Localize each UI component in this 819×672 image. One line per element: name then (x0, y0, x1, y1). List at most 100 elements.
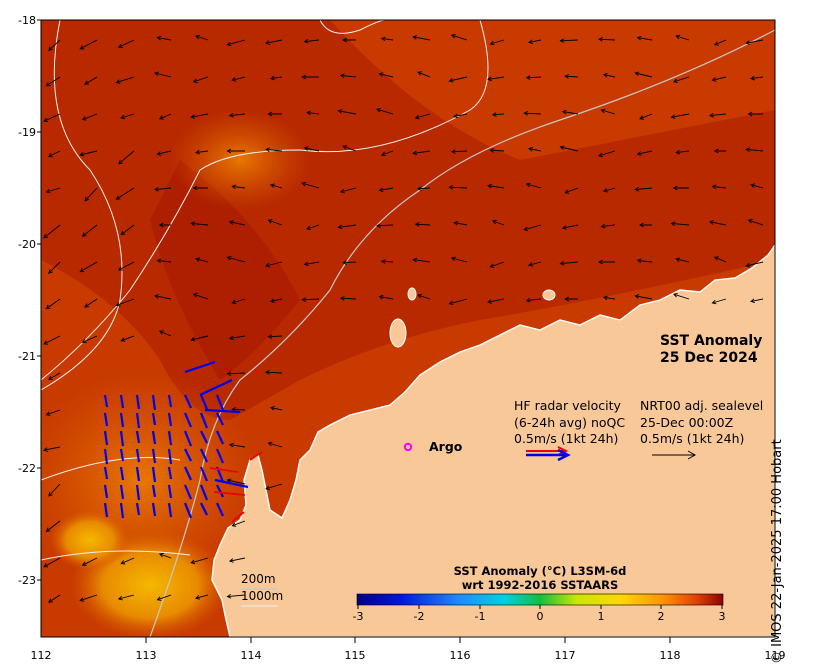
current-vector (750, 75, 764, 81)
current-vector (491, 219, 505, 226)
current-vector (711, 184, 727, 190)
colorbar-tick: 0 (537, 610, 544, 623)
current-vector (190, 335, 209, 342)
current-vector (192, 76, 209, 83)
current-vector (342, 145, 357, 152)
current-vector (117, 39, 135, 48)
current-vector (602, 73, 616, 78)
current-vector (747, 219, 764, 226)
hf-vector (151, 484, 157, 498)
hf-vector (119, 448, 125, 462)
hf-vector (119, 502, 125, 519)
current-vector (672, 292, 690, 300)
current-vector (561, 109, 579, 115)
nrt-legend-line1: NRT00 adj. sealevel (640, 398, 763, 413)
hf-vector (216, 430, 224, 445)
current-vector (231, 298, 246, 305)
current-vector (48, 261, 61, 274)
current-vector (528, 39, 542, 45)
current-vector (226, 255, 246, 263)
current-vector (195, 257, 209, 263)
current-vector (303, 261, 320, 267)
current-vector (672, 185, 689, 191)
current-vector (306, 110, 320, 116)
land-australia (211, 243, 775, 637)
current-vector (600, 108, 616, 115)
current-vector (376, 223, 394, 228)
current-vector (81, 335, 98, 344)
current-vector (561, 224, 579, 230)
current-vector (192, 293, 209, 300)
current-vector (634, 294, 653, 300)
current-vector (81, 113, 98, 121)
colorbar-tick: 1 (598, 610, 605, 623)
current-vector (598, 259, 615, 265)
map-title: SST Anomaly (660, 333, 762, 349)
credit-text: © IMOS 22-Jan-2025 17:00 Hobart (770, 439, 785, 664)
hf-vector (119, 412, 125, 428)
current-vector (228, 557, 246, 563)
lon-tick: 116 (450, 649, 471, 662)
current-vector (602, 295, 616, 301)
hf-legend-line2: (6-24h avg) noQC (514, 415, 625, 430)
current-vector (228, 220, 246, 226)
current-vector (450, 149, 468, 154)
current-vector (525, 75, 542, 80)
current-vector (79, 261, 98, 273)
current-vector (709, 112, 727, 118)
hf-vector (167, 484, 173, 499)
current-vector (453, 113, 468, 119)
current-vector (228, 335, 246, 341)
current-vector (195, 594, 209, 600)
current-vector (45, 409, 61, 416)
current-vector (491, 112, 505, 117)
current-vector (487, 76, 505, 82)
current-vector (636, 258, 653, 264)
hf-vector (199, 412, 209, 429)
hf-legend-line1: HF radar velocity (514, 398, 622, 413)
hf-vector (214, 478, 249, 489)
current-vector (414, 113, 431, 120)
hf-vector (167, 430, 173, 446)
latitude-axis: -18 -19 -20 -21 -22 -23 (18, 14, 41, 587)
hf-vector (151, 448, 157, 464)
hf-vector (216, 502, 224, 517)
hf-vector (200, 448, 208, 463)
current-vector (84, 76, 98, 85)
current-vector (190, 221, 209, 227)
lat-tick: -21 (18, 350, 36, 363)
current-vector (79, 39, 98, 50)
hf-vector (184, 466, 192, 481)
current-vector (598, 150, 616, 158)
nrt-legend-line3: 0.5m/s (1kt 24h) (640, 431, 744, 446)
hf-vector (103, 448, 109, 465)
current-vector (48, 39, 61, 52)
hf-legend-blue-arrow-icon (526, 448, 571, 462)
current-vector (228, 442, 246, 448)
hf-vector (200, 502, 208, 516)
plot-frame (40, 19, 776, 638)
hf-vector (199, 394, 209, 410)
hf-vector (215, 448, 225, 464)
current-vector (45, 187, 61, 194)
hf-vector (167, 448, 173, 465)
lat-tick: -19 (18, 126, 36, 139)
hf-vector (199, 484, 209, 501)
current-vector (231, 520, 246, 527)
current-vector (750, 298, 764, 304)
current-vector (636, 150, 653, 156)
hf-vector (119, 394, 125, 409)
current-vector (115, 76, 135, 84)
current-vector (412, 150, 431, 156)
current-vector (670, 221, 690, 227)
current-vector (448, 76, 468, 83)
hf-legend-line3: 0.5m/s (1kt 24h) (514, 431, 618, 446)
current-vector (226, 371, 246, 376)
current-vector (118, 150, 135, 165)
colorbar-tick: -3 (353, 610, 364, 623)
island (389, 318, 407, 348)
current-vector (453, 220, 468, 226)
current-vector (417, 186, 431, 191)
contour-200m (149, 29, 775, 637)
hf-vector (103, 394, 109, 408)
